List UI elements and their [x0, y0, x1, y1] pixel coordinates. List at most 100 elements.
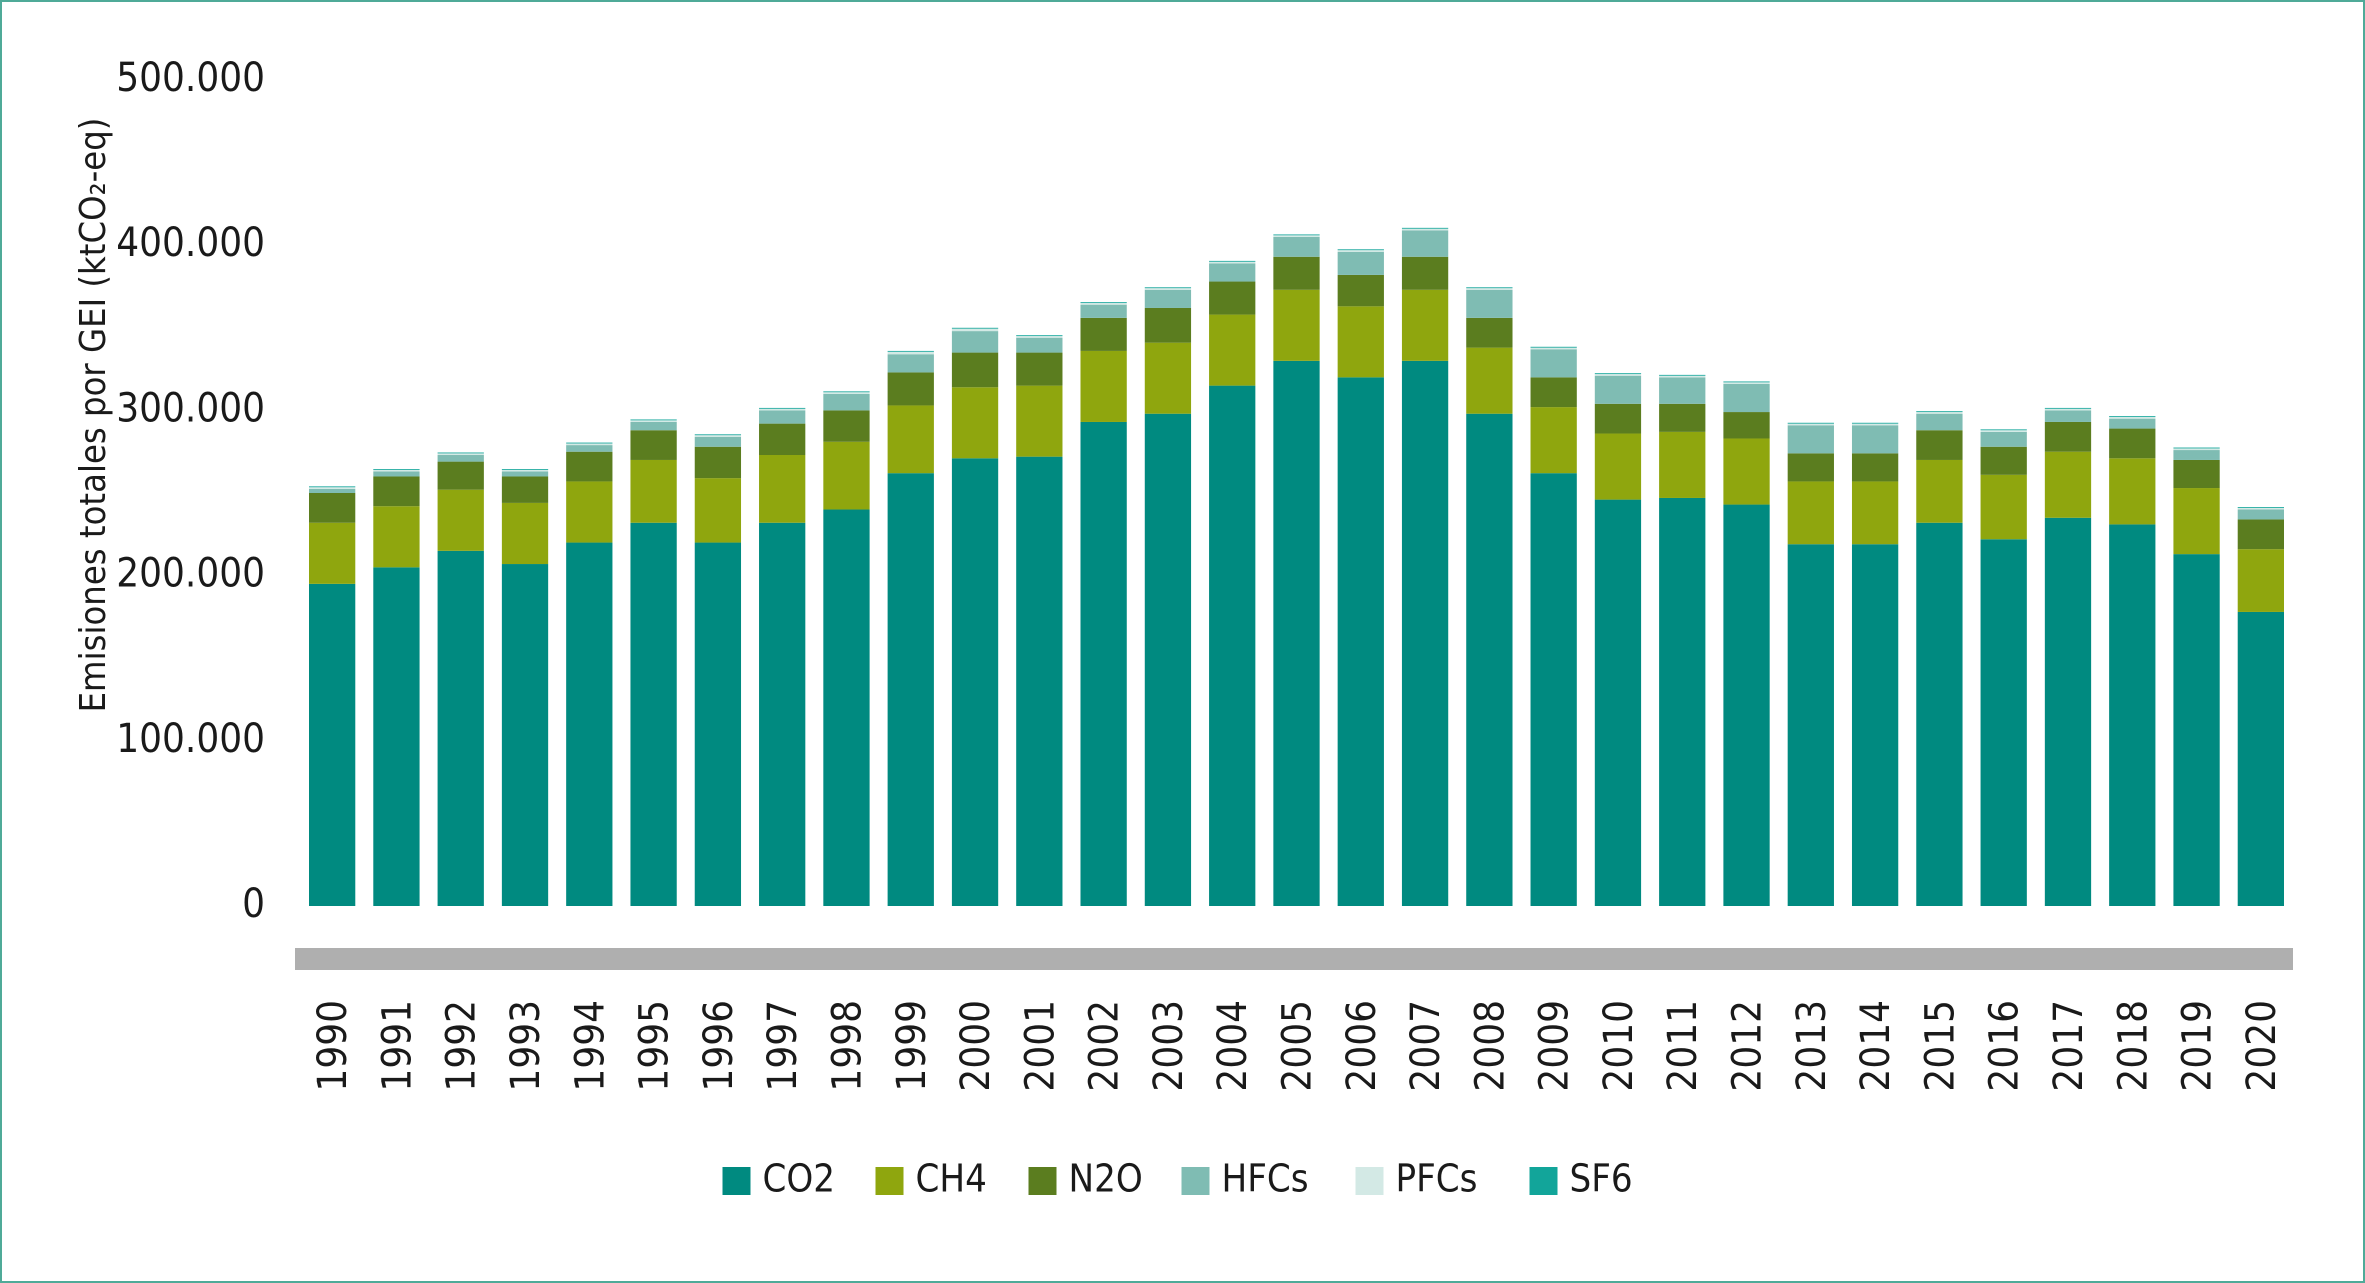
- bar-segment-ch4: [1787, 481, 1834, 545]
- bar-segment-ch4: [1594, 433, 1642, 500]
- bar-segment-sf6: [566, 442, 613, 444]
- x-tick-label: 1994: [567, 1000, 613, 1092]
- bar-segment-sf6: [373, 469, 420, 470]
- bar-segment-sf6: [1723, 381, 1770, 383]
- bar-segment-co2: [951, 458, 999, 906]
- bar-segment-hfcs: [951, 331, 999, 353]
- x-tick-label: 1996: [696, 1000, 742, 1092]
- bar-segment-sf6: [501, 469, 549, 470]
- bar-segment-sf6: [1659, 374, 1706, 376]
- bar-segment-ch4: [373, 506, 420, 568]
- bar-segment-sf6: [694, 434, 742, 436]
- bar-stack: [566, 442, 613, 906]
- bar-segment-n2o: [887, 372, 934, 406]
- bar-segment-sf6: [1401, 227, 1449, 229]
- x-tick-label: 1991: [374, 1000, 420, 1092]
- bar-stack: [1787, 422, 1834, 906]
- bar-segment-pfcs: [1723, 382, 1770, 384]
- bar-segment-hfcs: [1851, 425, 1899, 454]
- bar-segment-n2o: [1659, 403, 1706, 432]
- legend-swatch: [1529, 1167, 1558, 1195]
- bar-segment-ch4: [566, 481, 613, 543]
- bar-stack: [1144, 287, 1192, 906]
- bar-stack: [1594, 373, 1642, 906]
- bar-segment-ch4: [1401, 289, 1449, 361]
- bar-stack: [501, 469, 549, 906]
- bar-segment-ch4: [501, 502, 549, 565]
- bar-segment-sf6: [1594, 373, 1642, 375]
- bar-segment-hfcs: [1659, 377, 1706, 404]
- bar-segment-n2o: [1980, 446, 2027, 475]
- bar-segment-pfcs: [694, 435, 742, 437]
- y-tick-label: 400.000: [116, 220, 265, 266]
- bar-segment-ch4: [1337, 306, 1384, 378]
- bar-segment-pfcs: [1466, 288, 1513, 290]
- x-tick-label: 1993: [503, 1000, 549, 1092]
- bar-segment-n2o: [309, 493, 356, 523]
- bar-segment-hfcs: [1016, 337, 1063, 353]
- bar-segment-hfcs: [759, 410, 806, 424]
- bar-segment-sf6: [1144, 287, 1192, 289]
- bar-segment-sf6: [437, 452, 484, 454]
- bar-segment-sf6: [951, 327, 999, 329]
- bar-segment-n2o: [1016, 352, 1063, 386]
- bar-stack: [1659, 374, 1706, 906]
- bar-segment-n2o: [2109, 428, 2156, 459]
- bar-segment-ch4: [1530, 407, 1577, 474]
- bar-segment-n2o: [1144, 307, 1192, 343]
- bar-segment-sf6: [1337, 249, 1384, 251]
- bar-segment-hfcs: [309, 488, 356, 493]
- bar-segment-hfcs: [1530, 349, 1577, 378]
- y-axis-title: Emisiones totales por GEI (ktCO₂-eq): [73, 118, 114, 713]
- bar-segment-ch4: [1016, 385, 1063, 457]
- x-tick-label: 2015: [1917, 1000, 1963, 1092]
- bar-segment-co2: [2109, 524, 2156, 906]
- bar-segment-n2o: [694, 446, 742, 479]
- bar-segment-sf6: [2173, 447, 2220, 449]
- legend-label: CH4: [916, 1157, 987, 1201]
- bar-segment-pfcs: [630, 420, 677, 422]
- bar-segment-sf6: [1016, 335, 1063, 337]
- bar-segment-pfcs: [1594, 374, 1642, 376]
- bar-segment-pfcs: [2237, 507, 2284, 510]
- bar-segment-pfcs: [1273, 235, 1320, 237]
- bar-segment-n2o: [1466, 317, 1513, 348]
- bar-segment-co2: [887, 473, 934, 906]
- bar-segment-co2: [1530, 473, 1577, 906]
- bar-stack: [887, 350, 934, 906]
- y-tick-label: 200.000: [116, 551, 265, 597]
- bar-segment-co2: [1209, 385, 1256, 906]
- bar-segment-pfcs: [823, 392, 870, 394]
- bar-segment-n2o: [2237, 519, 2284, 550]
- x-tick-label: 2005: [1275, 1000, 1321, 1092]
- bar-segment-co2: [1851, 544, 1899, 906]
- bar-segment-sf6: [1916, 411, 1963, 413]
- bar-segment-ch4: [823, 441, 870, 510]
- bar-segment-n2o: [501, 476, 549, 503]
- bar-segment-n2o: [437, 461, 484, 490]
- bar-segment-hfcs: [501, 471, 549, 477]
- bar-segment-sf6: [309, 486, 356, 488]
- y-tick-label: 100.000: [116, 716, 265, 762]
- bar-segment-pfcs: [501, 469, 549, 472]
- bar-segment-n2o: [759, 423, 806, 456]
- bar-segment-pfcs: [951, 328, 999, 332]
- x-tick-label: 2014: [1853, 1000, 1899, 1092]
- bar-segment-hfcs: [630, 421, 677, 431]
- bar-segment-n2o: [1530, 377, 1577, 408]
- bar-segment-n2o: [566, 451, 613, 482]
- bar-stack: [2044, 407, 2092, 906]
- x-tick-label: 2011: [1660, 1000, 1706, 1092]
- bar-segment-ch4: [1980, 474, 2027, 540]
- bar-segment-sf6: [2237, 507, 2284, 508]
- bar-segment-co2: [2044, 517, 2092, 906]
- bar-segment-pfcs: [1080, 303, 1127, 305]
- bar-segment-sf6: [1466, 287, 1513, 289]
- bar-segment-ch4: [1851, 481, 1899, 545]
- bar-segment-pfcs: [1530, 347, 1577, 350]
- x-tick-label: 2017: [2046, 1000, 2092, 1092]
- bar-segment-co2: [2237, 611, 2284, 906]
- bar-segment-sf6: [1787, 422, 1834, 424]
- x-tick-label: 2020: [2239, 1000, 2285, 1092]
